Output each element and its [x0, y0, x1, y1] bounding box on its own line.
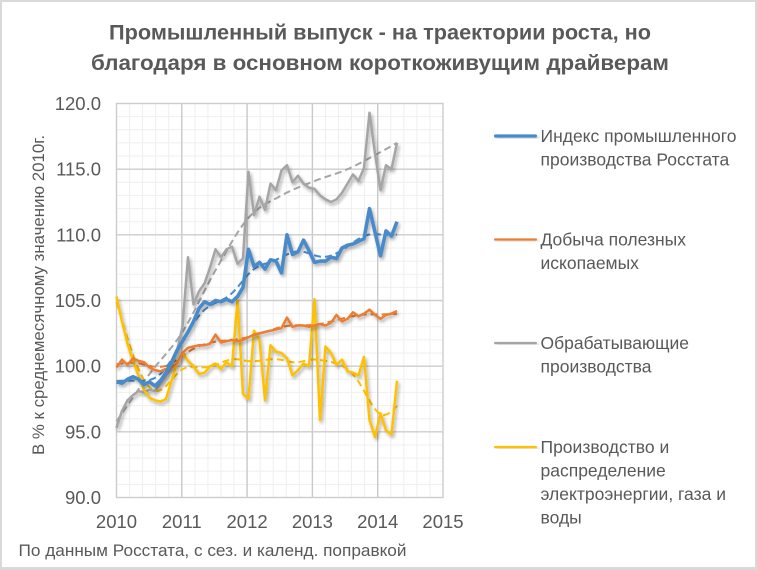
svg-text:2013: 2013	[292, 511, 333, 532]
svg-text:Производство и: Производство и	[541, 437, 670, 457]
svg-text:110.0: 110.0	[56, 224, 101, 245]
svg-text:В % к среднемесячному значению: В % к среднемесячному значению 2010г.	[30, 135, 48, 455]
svg-text:электроэнергии, газа и: электроэнергии, газа и	[541, 484, 726, 504]
svg-text:По данным Росстата, с сез. и к: По данным Росстата, с сез. и календ. поп…	[19, 541, 407, 560]
svg-text:95.0: 95.0	[65, 421, 101, 442]
svg-text:воды: воды	[541, 507, 582, 527]
svg-text:2015: 2015	[422, 511, 463, 532]
svg-text:115.0: 115.0	[56, 159, 101, 180]
svg-text:благодаря в основном короткожи: благодаря в основном короткоживущим драй…	[91, 51, 669, 75]
svg-text:2010: 2010	[96, 511, 137, 532]
svg-text:90.0: 90.0	[65, 487, 101, 508]
svg-text:распределение: распределение	[541, 461, 666, 481]
svg-text:производства: производства	[541, 357, 652, 377]
svg-text:Обрабатывающие: Обрабатывающие	[541, 333, 690, 353]
svg-text:120.0: 120.0	[55, 93, 101, 114]
svg-text:Добыча полезных: Добыча полезных	[541, 230, 687, 250]
svg-text:2012: 2012	[227, 511, 268, 532]
svg-text:2014: 2014	[357, 511, 398, 532]
svg-text:105.0: 105.0	[55, 290, 101, 311]
svg-text:производства Росстата: производства Росстата	[541, 150, 730, 170]
svg-text:Индекс промышленного: Индекс промышленного	[541, 126, 737, 146]
svg-text:ископаемых: ископаемых	[541, 253, 640, 273]
svg-text:Промышленный выпуск - на траек: Промышленный выпуск - на траектории рост…	[109, 21, 651, 45]
svg-text:2011: 2011	[162, 511, 202, 532]
svg-text:100.0: 100.0	[55, 356, 101, 377]
